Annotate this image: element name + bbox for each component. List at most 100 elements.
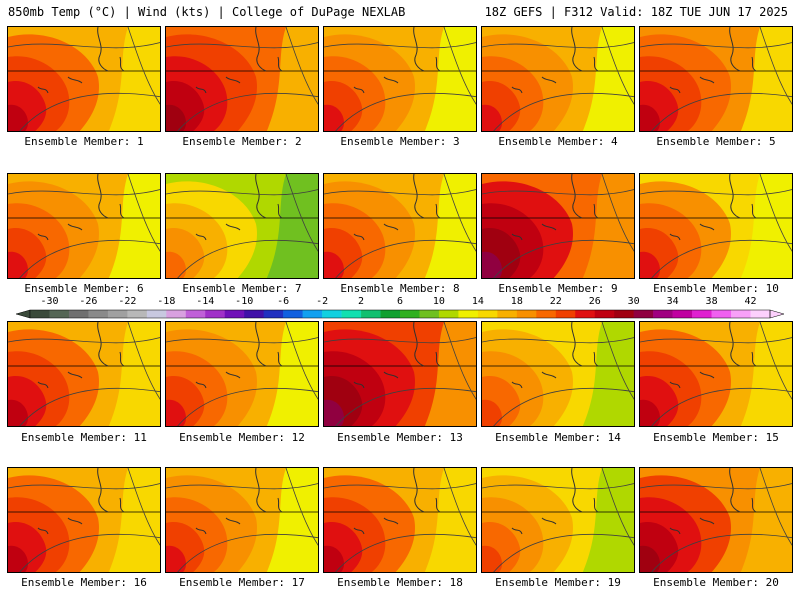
- height-contour: [8, 174, 160, 278]
- coastline: [511, 174, 599, 241]
- temperature-band: [8, 104, 28, 131]
- ensemble-member-label: Ensemble Member: 17: [179, 576, 305, 589]
- temperature-band: [166, 545, 186, 572]
- ensemble-panel: [323, 26, 477, 132]
- colorbar-segment: [107, 310, 128, 318]
- ensemble-panel: [165, 173, 319, 279]
- colorbar-upper-arrow: [769, 309, 784, 319]
- ensemble-panel: [639, 467, 793, 573]
- colorbar-segment: [224, 310, 245, 318]
- colorbar-segment: [458, 310, 479, 318]
- ensemble-panel: [639, 26, 793, 132]
- colorbar-segment: [419, 310, 440, 318]
- ensemble-member-label: Ensemble Member: 15: [653, 431, 779, 444]
- temperature-field: [482, 322, 634, 426]
- ensemble-panel: [323, 173, 477, 279]
- colorbar-segment: [516, 310, 537, 318]
- colorbar-tick-label: 42: [744, 296, 757, 307]
- coastline: [511, 322, 599, 389]
- colorbar-tick-label: 2: [358, 296, 365, 307]
- colorbar-lower-arrow: [16, 309, 31, 319]
- ensemble-member-label: Ensemble Member: 18: [337, 576, 463, 589]
- temperature-band: [482, 251, 502, 278]
- colorbar-segment: [653, 310, 673, 318]
- ensemble-panel: [481, 321, 635, 427]
- ensemble-member-label: Ensemble Member: 8: [340, 282, 460, 295]
- height-contour: [166, 174, 318, 278]
- colorbar-segment: [146, 310, 167, 318]
- temperature-field: [640, 174, 792, 278]
- temperature-field: [166, 27, 318, 131]
- colorbar-segment: [633, 310, 654, 318]
- coastline: [353, 27, 441, 94]
- height-contour: [482, 468, 634, 572]
- height-contour: [640, 468, 792, 572]
- coastline: [353, 468, 441, 535]
- temperature-band: [640, 399, 660, 426]
- colorbar-tick-label: 10: [432, 296, 445, 307]
- colorbar-segment: [244, 310, 264, 318]
- temperature-band: [166, 251, 186, 278]
- coastline: [37, 27, 125, 94]
- height-contour: [324, 27, 476, 131]
- ensemble-member-label: Ensemble Member: 9: [498, 282, 618, 295]
- temperature-band: [324, 399, 344, 426]
- colorbar-tick-label: 18: [510, 296, 523, 307]
- coastline: [669, 322, 757, 389]
- height-contour: [482, 27, 634, 131]
- ensemble-panel: [7, 467, 161, 573]
- ensemble-panel: [323, 321, 477, 427]
- colorbar-segment: [555, 310, 576, 318]
- temperature-band: [482, 545, 502, 572]
- ensemble-panel: [481, 26, 635, 132]
- temperature-band: [482, 399, 502, 426]
- temperature-band: [8, 251, 28, 278]
- temperature-field: [324, 468, 476, 572]
- ensemble-member-label: Ensemble Member: 6: [24, 282, 144, 295]
- map-title: 850mb Temp (°C) | Wind (kts) | College o…: [8, 5, 406, 19]
- temperature-field: [8, 27, 160, 131]
- colorbar-segment: [205, 310, 226, 318]
- height-contour: [640, 174, 792, 278]
- ensemble-member-label: Ensemble Member: 1: [24, 135, 144, 148]
- coastline: [195, 468, 283, 535]
- ensemble-member-label: Ensemble Member: 5: [656, 135, 776, 148]
- colorbar-segment: [750, 310, 771, 318]
- height-contour: [166, 27, 318, 131]
- colorbar-tick-label: -22: [118, 296, 137, 307]
- colorbar-tick-label: -30: [40, 296, 59, 307]
- colorbar-segment: [166, 310, 187, 318]
- colorbar-segment: [594, 310, 615, 318]
- colorbar-tick-label: 22: [549, 296, 562, 307]
- temperature-field: [166, 468, 318, 572]
- colorbar-tick-label: -10: [235, 296, 254, 307]
- colorbar-tick-label: 26: [588, 296, 601, 307]
- ensemble-member-label: Ensemble Member: 16: [21, 576, 147, 589]
- temperature-field: [640, 27, 792, 131]
- coastline: [669, 174, 757, 241]
- temperature-field: [8, 322, 160, 426]
- colorbar-segment: [497, 310, 518, 318]
- temperature-band: [324, 251, 344, 278]
- coastline: [353, 322, 441, 389]
- colorbar-segment: [361, 310, 381, 318]
- colorbar-tick-label: -26: [79, 296, 98, 307]
- temperature-field: [324, 322, 476, 426]
- ensemble-member-label: Ensemble Member: 13: [337, 431, 463, 444]
- colorbar-segment: [49, 310, 70, 318]
- colorbar-segment: [672, 310, 693, 318]
- temperature-field: [482, 468, 634, 572]
- temperature-band: [8, 545, 28, 572]
- temperature-field: [324, 174, 476, 278]
- coastline: [195, 27, 283, 94]
- ensemble-member-label: Ensemble Member: 2: [182, 135, 302, 148]
- ensemble-panel: [165, 467, 319, 573]
- colorbar-segment: [380, 310, 401, 318]
- ensemble-member-label: Ensemble Member: 4: [498, 135, 618, 148]
- ensemble-panel: [7, 321, 161, 427]
- height-contour: [8, 468, 160, 572]
- temperature-field: [8, 174, 160, 278]
- coastline: [511, 468, 599, 535]
- ensemble-panel: [481, 467, 635, 573]
- ensemble-panel: [323, 467, 477, 573]
